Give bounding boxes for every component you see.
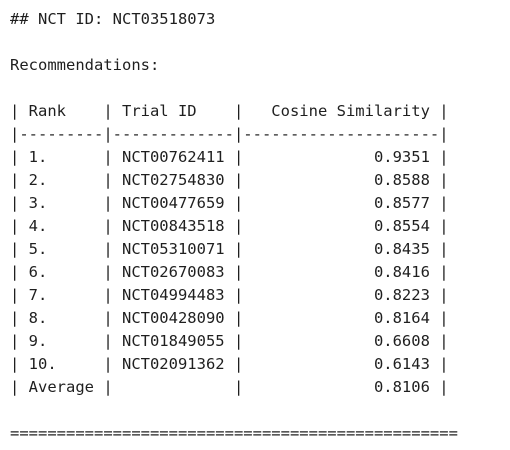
recommendations-label: Recommendations: [10,56,160,74]
blank-line [10,77,458,100]
table-header-row: | Rank | Trial ID | Cosine Similarity | [10,102,449,120]
table-row: | 10. | NCT02091362 | 0.6143 | [10,355,449,373]
table-average-row: | Average | | 0.8106 | [10,378,449,396]
table-row: | 6. | NCT02670083 | 0.8416 | [10,263,449,281]
footer-rule: ========================================… [10,424,458,442]
blank-line [10,399,458,422]
table-row: | 2. | NCT02754830 | 0.8588 | [10,171,449,189]
table-row: | 8. | NCT00428090 | 0.8164 | [10,309,449,327]
table-row: | 1. | NCT00762411 | 0.9351 | [10,148,449,166]
table-row: | 5. | NCT05310071 | 0.8435 | [10,240,449,258]
nct-id-heading: ## NCT ID: NCT03518073 [10,10,216,28]
table-row: | 4. | NCT00843518 | 0.8554 | [10,217,449,235]
table-row: | 7. | NCT04994483 | 0.8223 | [10,286,449,304]
table-separator-row: |---------|-------------|---------------… [10,125,449,143]
markdown-document: ## NCT ID: NCT03518073 Recommendations: … [10,8,458,445]
table-row: | 3. | NCT00477659 | 0.8577 | [10,194,449,212]
blank-line [10,31,458,54]
table-row: | 9. | NCT01849055 | 0.6608 | [10,332,449,350]
